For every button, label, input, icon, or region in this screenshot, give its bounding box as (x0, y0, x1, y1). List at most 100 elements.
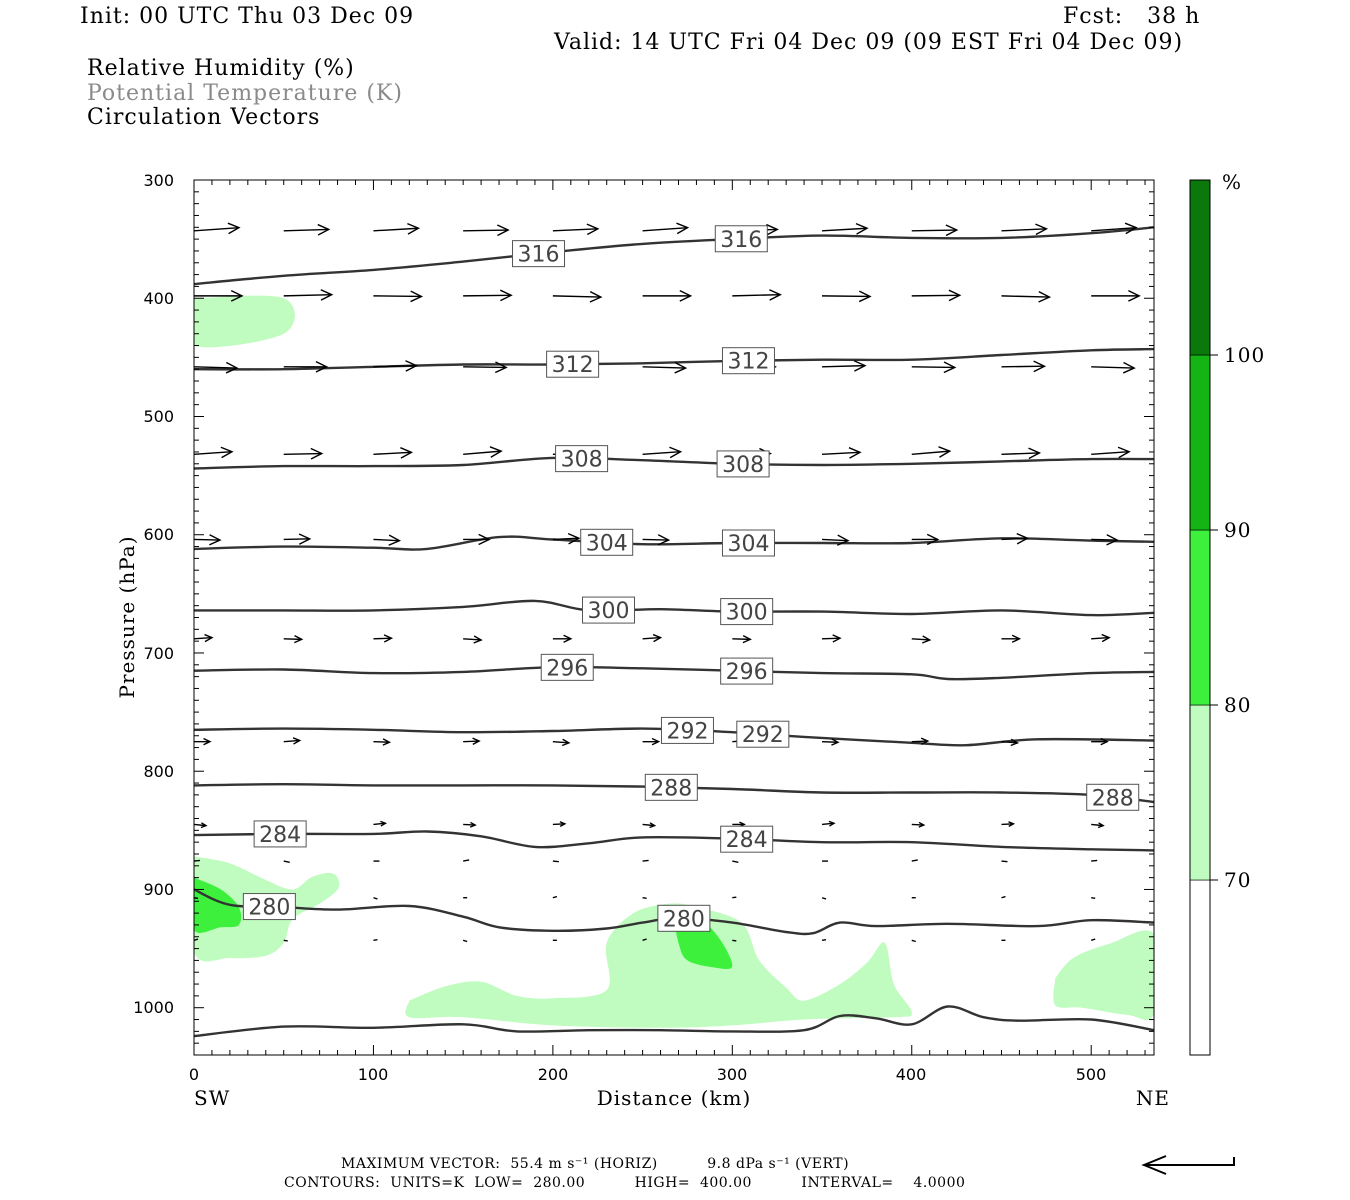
isentrope-296 (194, 665, 1154, 681)
vector-10-0 (194, 938, 199, 941)
colorbar-label-80: 80 (1224, 693, 1251, 717)
svg-text:304: 304 (727, 532, 769, 557)
vector-7-5 (642, 822, 657, 829)
vector-4-0 (194, 534, 222, 546)
isentrope-labels: 316 316 312 312 308 308 304 304 300 300 296 296 292 2… (242, 225, 1140, 932)
vector-3-3 (463, 446, 503, 458)
vector-5-9 (1001, 634, 1022, 643)
vector-4-4 (552, 533, 581, 545)
circulation-vectors (194, 222, 1154, 943)
vector-0-5 (642, 222, 690, 235)
vector-5-2 (373, 634, 394, 643)
vector-2-2 (373, 360, 419, 372)
vector-4-1 (283, 533, 312, 545)
valid-time: Valid: 14 UTC Fri 04 Dec 09 (09 EST Fri … (554, 30, 1184, 55)
field-theta-label: Potential Temperature (K) (87, 81, 403, 106)
vector-7-4 (552, 821, 567, 828)
colorbar-unit: % (1222, 170, 1242, 194)
x-tick-200: 200 (538, 1065, 569, 1084)
vector-9-4 (552, 895, 558, 899)
svg-text:288: 288 (650, 776, 692, 801)
svg-text:304: 304 (586, 531, 628, 556)
vector-5-5 (642, 633, 663, 643)
vector-10-3 (462, 939, 468, 943)
svg-text:296: 296 (546, 656, 588, 681)
colorbar-frame (1189, 179, 1211, 1056)
vector-4-9 (1001, 533, 1030, 545)
isentrope-label-312-1: 312 (721, 347, 775, 375)
y-tick-400: 400 (143, 289, 174, 308)
vector-2-9 (1001, 360, 1047, 373)
isentrope-304 (194, 535, 1154, 551)
colorbar-segment-2 (1189, 529, 1211, 706)
y-tick-900: 900 (143, 880, 174, 899)
vector-2-1 (283, 360, 329, 373)
init-time: Init: 00 UTC Thu 03 Dec 09 (80, 4, 415, 29)
vector-10-6 (732, 939, 737, 942)
svg-text:300: 300 (726, 601, 768, 626)
vector-1-8 (911, 289, 962, 302)
contour-info-note: CONTOURS: UNITS=K LOW= 280.00 HIGH= 400.… (284, 1175, 966, 1191)
vector-4-10 (1091, 534, 1119, 546)
vector-5-8 (911, 635, 932, 644)
vector-10-10 (1090, 938, 1096, 941)
rh-region-0 (194, 295, 295, 348)
rh-region-5 (1053, 930, 1154, 1021)
vector-2-3 (463, 361, 508, 374)
isentrope-308 (194, 456, 1154, 470)
colorbar-label-90: 90 (1224, 518, 1251, 542)
vector-6-3 (463, 737, 481, 746)
vector-1-6 (732, 289, 782, 301)
x-end-ne: NE (1136, 1086, 1170, 1110)
vector-1-4 (552, 290, 603, 303)
vector-1-9 (1001, 290, 1052, 303)
vector-8-11 (1153, 861, 1154, 862)
vector-0-1 (283, 223, 331, 236)
x-tick-0: 0 (189, 1065, 199, 1084)
colorbar-label-100: 100 (1224, 343, 1265, 367)
vector-5-6 (732, 635, 752, 644)
isentrope-label-304-0: 304 (580, 528, 634, 556)
vector-8-3 (463, 859, 470, 862)
y-tick-700: 700 (143, 644, 174, 663)
vector-9-5 (642, 897, 647, 900)
isentrope-label-288-0: 288 (644, 773, 698, 801)
svg-text:284: 284 (726, 828, 768, 853)
vector-1-5 (642, 290, 693, 302)
vector-7-2 (373, 820, 388, 827)
svg-text:288: 288 (1092, 786, 1134, 811)
colorbar-segment-0 (1189, 879, 1211, 1056)
vector-4-3 (463, 533, 491, 546)
isentrope-316 (194, 226, 1154, 286)
forecast-hour: Fcst: 38 h (1063, 4, 1201, 29)
svg-text:280: 280 (663, 907, 705, 932)
vector-9-11 (1153, 897, 1154, 898)
isentrope-label-308-1: 308 (716, 450, 770, 478)
vector-10-2 (373, 939, 378, 941)
vector-9-7 (821, 897, 827, 900)
vector-1-0 (194, 290, 244, 302)
vector-0-3 (463, 224, 510, 237)
vector-7-0 (194, 822, 208, 829)
vector-8-9 (1001, 860, 1008, 863)
isentrope-label-316-1: 316 (714, 225, 768, 253)
rh-colorbar (1189, 179, 1218, 1056)
svg-text:292: 292 (742, 723, 784, 748)
y-tick-1000: 1000 (133, 998, 174, 1017)
x-tick-500: 500 (1076, 1065, 1107, 1084)
vector-10-1 (283, 939, 288, 942)
vector-3-8 (911, 446, 952, 458)
vector-9-2 (373, 897, 378, 900)
vector-5-11 (1153, 638, 1154, 640)
vector-8-0 (194, 859, 201, 862)
vector-3-5 (642, 446, 683, 459)
vector-1-3 (463, 289, 513, 302)
y-tick-500: 500 (143, 407, 174, 426)
vector-6-2 (373, 738, 392, 746)
vector-9-6 (732, 896, 737, 899)
reference-vector-arrow (1141, 1155, 1235, 1175)
vector-6-8 (911, 737, 930, 746)
isentrope-300 (194, 599, 1154, 617)
vector-6-7 (822, 738, 840, 746)
vector-1-10 (1091, 290, 1141, 302)
